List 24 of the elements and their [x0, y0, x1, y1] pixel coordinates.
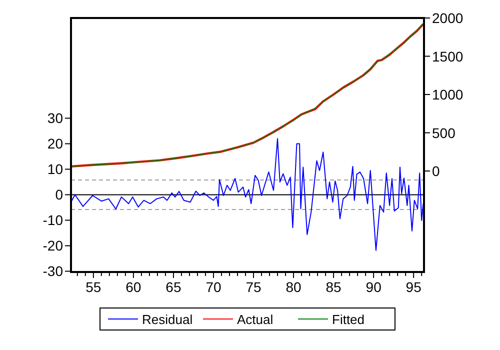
- x-tick-label: 90: [366, 279, 382, 295]
- y2-tick-label: 2000: [432, 10, 464, 26]
- x-tick-label: 95: [406, 279, 422, 295]
- x-tick-label: 85: [326, 279, 342, 295]
- y2-tick-label: 1500: [432, 48, 464, 64]
- y-tick-label: 20: [47, 136, 64, 152]
- x-tick-label: 60: [126, 279, 142, 295]
- legend-label: Residual: [142, 312, 193, 327]
- x-tick-label: 70: [206, 279, 222, 295]
- y-tick-label: -30: [42, 263, 64, 280]
- x-tick-label: 55: [86, 279, 102, 295]
- x-tick-label: 80: [286, 279, 302, 295]
- y-tick-label: 10: [47, 161, 64, 178]
- y-tick-label: -20: [42, 238, 64, 254]
- y-tick-label: 30: [47, 110, 64, 126]
- y2-tick-label: 0: [432, 163, 440, 180]
- y2-tick-label: 500: [432, 124, 456, 141]
- y-tick-label: -10: [42, 212, 64, 228]
- x-tick-label: 75: [246, 279, 262, 295]
- x-tick-label: 65: [166, 279, 182, 295]
- legend-label: Actual: [237, 312, 274, 327]
- legend-label: Fitted: [332, 312, 365, 327]
- y2-tick-label: 1000: [432, 86, 464, 103]
- y-tick-label: 0: [55, 186, 64, 203]
